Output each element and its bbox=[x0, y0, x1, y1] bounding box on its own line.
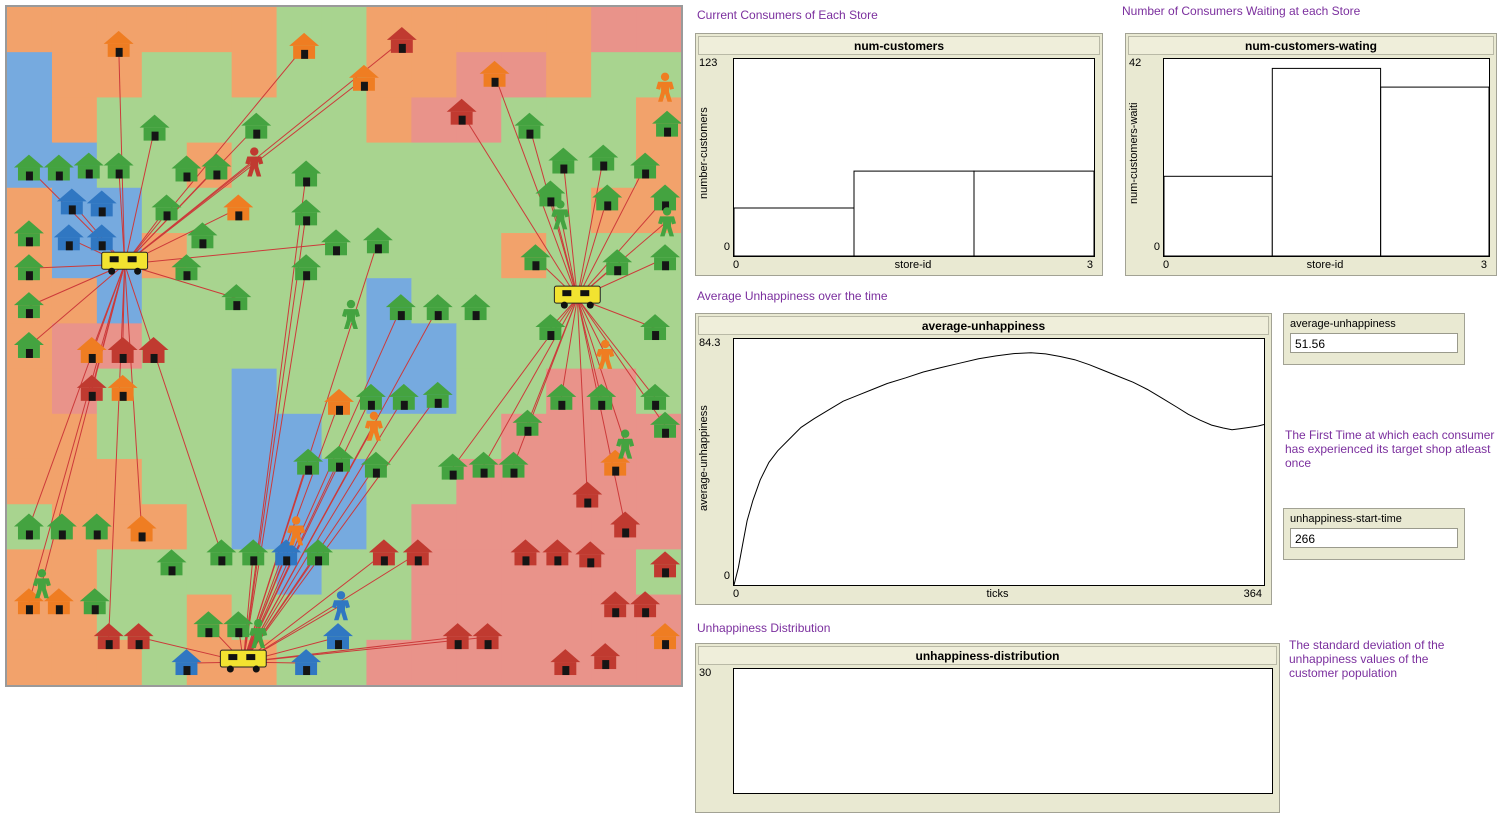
plot-canvas bbox=[733, 668, 1273, 794]
monitor-average-unhappiness: average-unhappiness 51.56 bbox=[1283, 313, 1465, 365]
monitor-unhappiness-start-time: unhappiness-start-time 266 bbox=[1283, 508, 1465, 560]
y-min-label: 0 bbox=[1153, 241, 1160, 253]
world-view bbox=[5, 5, 683, 687]
plot-canvas bbox=[1163, 58, 1490, 257]
note-average-unhappiness: Average Unhappiness over the time bbox=[697, 289, 888, 303]
plot-title: num-customers-wating bbox=[1128, 36, 1494, 55]
x-min-label: 0 bbox=[1163, 259, 1170, 271]
world-canvas bbox=[7, 7, 681, 685]
monitor-label: unhappiness-start-time bbox=[1290, 513, 1402, 525]
x-max-label: 3 bbox=[1086, 259, 1093, 271]
y-max-label: 42 bbox=[1129, 57, 1142, 69]
note-stddev: The standard deviation of the unhappines… bbox=[1289, 638, 1445, 680]
plot-num-customers: num-customers 123 number-customers 0 0 s… bbox=[695, 33, 1103, 276]
x-max-label: 364 bbox=[1243, 588, 1262, 600]
y-axis-label: num-customers-waiti bbox=[1128, 102, 1140, 205]
plot-title: num-customers bbox=[698, 36, 1100, 55]
y-min-label: 0 bbox=[723, 570, 730, 582]
plot-title: average-unhappiness bbox=[698, 316, 1269, 335]
y-min-label: 0 bbox=[723, 241, 730, 253]
plot-unhappiness-distribution: unhappiness-distribution 30 bbox=[695, 643, 1280, 813]
y-axis-label: average-unhappiness bbox=[698, 405, 710, 511]
note-waiting: Number of Consumers Waiting at each Stor… bbox=[1122, 4, 1361, 18]
y-max-label: 84.3 bbox=[699, 337, 721, 349]
y-max-label: 123 bbox=[699, 57, 718, 69]
x-min-label: 0 bbox=[733, 588, 740, 600]
plot-title: unhappiness-distribution bbox=[698, 646, 1277, 665]
monitor-label: average-unhappiness bbox=[1290, 318, 1396, 330]
x-axis-label: store-id bbox=[1306, 259, 1344, 271]
x-max-label: 3 bbox=[1480, 259, 1487, 271]
note-current-consumers: Current Consumers of Each Store bbox=[697, 8, 878, 22]
plot-num-customers-wating: num-customers-wating 42 num-customers-wa… bbox=[1125, 33, 1497, 276]
x-axis-label: store-id bbox=[894, 259, 932, 271]
y-max-label: 30 bbox=[699, 667, 712, 679]
y-axis-label: number-customers bbox=[698, 107, 710, 200]
x-min-label: 0 bbox=[733, 259, 740, 271]
plot-canvas bbox=[733, 58, 1095, 257]
x-axis-label: ticks bbox=[986, 588, 1009, 600]
note-distribution: Unhappiness Distribution bbox=[697, 621, 831, 635]
plot-canvas bbox=[733, 338, 1265, 586]
plot-average-unhappiness: average-unhappiness 84.3 average-unhappi… bbox=[695, 313, 1272, 605]
monitor-value: 51.56 bbox=[1290, 333, 1458, 353]
note-first-time: The First Time at which each consumer ha… bbox=[1285, 428, 1495, 470]
monitor-value: 266 bbox=[1290, 528, 1458, 548]
